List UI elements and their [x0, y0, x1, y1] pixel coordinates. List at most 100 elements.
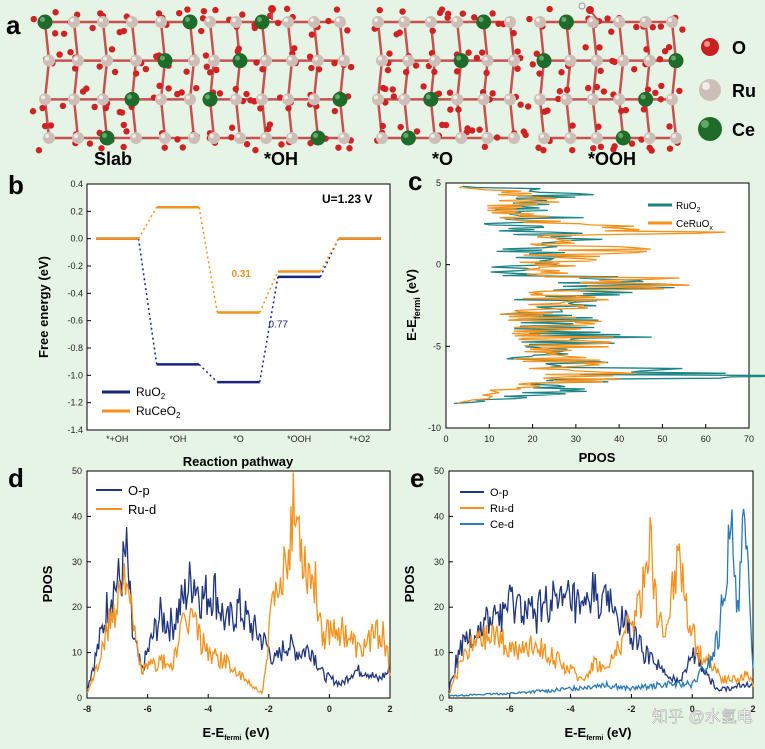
chart-c-xtick-label: 30: [571, 434, 581, 444]
oxygen-atom-icon: [701, 38, 719, 56]
chart-b-ytick-label: 0.0: [70, 234, 83, 244]
chart-b-ytick-label: -1.0: [67, 370, 83, 380]
structure-label-ooh: *OOH: [588, 149, 636, 169]
chart-b-connector-RuCeO2: [137, 206, 158, 240]
chart-b-xtick-label: *O: [233, 434, 244, 444]
chart-c-ytick-label: 5: [436, 178, 441, 188]
chart-c-legend-ceruox: CeRuOx: [676, 219, 713, 232]
panel-letter-c: c: [408, 166, 422, 196]
chart-c-xtick-label: 0: [443, 434, 448, 444]
ruthenium-atom-icon: [699, 79, 721, 101]
chart-e-legend-ced: Ce-d: [490, 519, 514, 531]
chart-d-xtick-label: -8: [83, 704, 91, 714]
chart-b-xtick-label: *OH: [169, 434, 186, 444]
chart-b-ytick-label: -0.6: [67, 316, 83, 326]
chart-b-connector-RuO2: [198, 363, 218, 383]
chart-e-xtick-label: -2: [627, 704, 635, 714]
chart-c-ytick-label: -5: [433, 341, 441, 351]
chart-e-xtick-label: -4: [567, 704, 575, 714]
chart-e-ytick-label: 20: [434, 602, 444, 612]
chart-d-ytick-label: 50: [72, 466, 82, 476]
chart-d-ytick-label: 10: [72, 648, 82, 658]
chart-c-xtick-label: 20: [528, 434, 538, 444]
structure-label-o: *O: [432, 149, 453, 169]
watermark: 知乎 @水氢电: [652, 708, 753, 726]
chart-e-ytick-label: 40: [434, 511, 444, 521]
chart-c-ytick-label: 0: [436, 260, 441, 270]
chart-b-ytick-label: -0.2: [67, 261, 83, 271]
chart-e-xtick-label: -8: [445, 704, 453, 714]
chart-d-line-Ru-d: [86, 472, 391, 695]
chart-c-ytick-label: -10: [428, 423, 441, 433]
chart-b-legend-ruo2: RuO2: [136, 385, 166, 401]
chart-c-xtick-label: 40: [614, 434, 624, 444]
chart-d: -8 -6 -4 -2 0 2 50 40 30 20 10 0 O-p Ru-d E-Efermi …: [40, 466, 393, 742]
chart-b-label-031: 0.31: [232, 269, 252, 280]
chart-e-xtick-label: 2: [750, 704, 755, 714]
structure-label-slab: Slab: [94, 149, 132, 169]
chart-b-ytick-label: -0.8: [67, 343, 83, 353]
chart-b-xlabel: Reaction pathway: [183, 454, 294, 469]
chart-e-xtick-label: -6: [506, 704, 514, 714]
chart-e-ytick-label: 30: [434, 557, 444, 567]
chart-b-xtick-label: *+O2: [349, 434, 370, 444]
chart-e-ytick-label: 50: [434, 466, 444, 476]
chart-d-xtick-label: -2: [265, 704, 273, 714]
chart-c-xlabel: PDOS: [579, 450, 616, 465]
chart-d-ytick-label: 30: [72, 557, 82, 567]
chart-e-line-Ru-d: [448, 517, 754, 695]
chart-e-line-O-p: [448, 571, 754, 693]
chart-d-ylabel: PDOS: [40, 565, 55, 602]
chart-d-xtick-label: 2: [387, 704, 392, 714]
chart-d-xtick-label: 0: [327, 704, 332, 714]
chart-e-ytick-label: 10: [434, 648, 444, 658]
chart-b-ylabel: Free energy (eV): [36, 256, 51, 358]
chart-e: -8 -6 -4 -2 0 2 50 40 30 20 10 0 O-p Ru-d Ce-d E-Ef…: [402, 466, 756, 742]
atom-legend-ru: Ru: [732, 81, 756, 101]
chart-c-ylabel: E-Efermi (eV): [404, 269, 422, 341]
chart-b-ytick-label: -0.4: [67, 288, 83, 298]
chart-b-legend-ruceo2: RuCeO2: [136, 404, 181, 420]
chart-e-legend-rud: Ru-d: [490, 503, 514, 515]
chart-d-xtick-label: -4: [204, 704, 212, 714]
chart-d-ytick-label: 40: [72, 511, 82, 521]
chart-d-legend-op: O-p: [128, 483, 150, 498]
chart-b-annotation: U=1.23 V: [322, 192, 372, 206]
chart-b-ytick-label: 0.4: [70, 179, 83, 189]
chart-d-legend-rud: Ru-d: [128, 502, 156, 517]
chart-e-line-Ce-d: [448, 508, 754, 697]
chart-d-xtick-label: -6: [144, 704, 152, 714]
chart-b-connector-RuO2: [137, 238, 158, 365]
chart-b-connector-RuCeO2: [319, 238, 340, 272]
chart-d-frame: [86, 470, 391, 699]
atom-legend-o: O: [732, 38, 746, 58]
chart-b-xtick-label: *OOH: [287, 434, 311, 444]
chart-b-ytick-label: -1.4: [67, 425, 83, 435]
chart-c-xtick-label: 50: [657, 434, 667, 444]
structure-label-oh: *OH: [264, 149, 298, 169]
chart-b-ytick-label: -1.2: [67, 398, 83, 408]
atom-legend: O Ru Ce: [698, 38, 756, 141]
chart-e-ylabel: PDOS: [402, 565, 417, 602]
chart-d-ytick-label: 0: [77, 693, 82, 703]
cerium-atom-icon: [698, 117, 722, 141]
chart-e-frame: [448, 470, 754, 699]
chart-c-xtick-label: 10: [484, 434, 494, 444]
chart-d-ytick-label: 20: [72, 602, 82, 612]
chart-e-ytick-label: 0: [439, 693, 444, 703]
chart-b: 0.4 0.2 0.0 -0.2 -0.4 -0.6 -0.8 -1.0 -1.2 -1.4 *+O…: [36, 179, 391, 469]
panel-letter-d: d: [8, 463, 24, 493]
chart-d-xlabel: E-Efermi (eV): [203, 725, 270, 742]
chart-c-xtick-label: 70: [744, 434, 754, 444]
panel-letter-b: b: [8, 170, 24, 200]
panel-letter-e: e: [410, 463, 424, 493]
chart-e-xtick-label: 0: [690, 704, 695, 714]
chart-c-legend-ruo2: RuO2: [676, 201, 701, 214]
chart-b-label-077: 0.77: [269, 320, 289, 331]
panel-letter-a: a: [6, 10, 21, 40]
chart-b-xtick-label: *+OH: [106, 434, 128, 444]
atom-legend-ce: Ce: [732, 120, 755, 140]
crystal-structures: [29, 2, 686, 154]
